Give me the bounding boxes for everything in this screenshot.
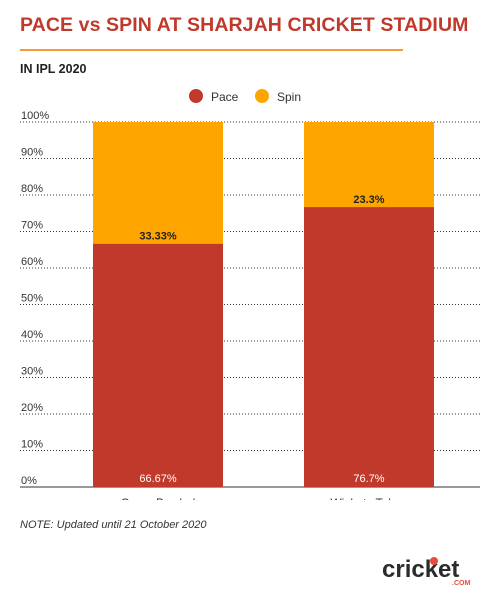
legend-label-spin: Spin <box>277 90 301 104</box>
title-underline <box>20 49 403 51</box>
y-tick-label: 30% <box>21 366 43 378</box>
bar-spin <box>304 122 434 208</box>
bar-pace <box>93 243 223 487</box>
bars-group: 66.67% 33.33% 76.7% 23.3% <box>93 122 434 488</box>
data-label-spin: 23.3% <box>353 194 384 206</box>
legend-swatch-pace <box>189 89 203 103</box>
chart-subtitle: IN IPL 2020 <box>20 62 87 76</box>
cricket-com-logo: cricket .COM <box>382 556 470 587</box>
y-tick-label: 70% <box>21 220 43 232</box>
y-tick-label: 60% <box>21 256 43 268</box>
chart-legend: Pace Spin <box>189 89 301 104</box>
stacked-bar-chart: Pace Spin 0% 10% 20% 30% 40% 50% 60% 70% 80% 90% 10… <box>20 89 480 500</box>
y-tick-label: 10% <box>21 439 43 451</box>
footnote: NOTE: Updated until 21 October 2020 <box>20 519 207 531</box>
y-tick-label: 90% <box>21 147 43 159</box>
y-tick-label: 50% <box>21 293 43 305</box>
y-tick-label: 40% <box>21 329 43 341</box>
data-label-pace: 76.7% <box>353 473 384 485</box>
bar-spin <box>93 122 223 244</box>
legend-swatch-spin <box>255 89 269 103</box>
logo-text: cricket <box>382 556 459 583</box>
bar-pace <box>304 207 434 488</box>
y-tick-label: 100% <box>21 110 49 122</box>
x-axis: Overs Bowled Wickets Taken <box>121 496 408 500</box>
legend-label-pace: Pace <box>211 90 239 104</box>
data-label-spin: 33.33% <box>139 231 177 243</box>
y-tick-label: 20% <box>21 402 43 414</box>
data-label-pace: 66.67% <box>139 473 177 485</box>
chart-title: PACE vs SPIN AT SHARJAH CRICKET STADIUM <box>20 14 469 36</box>
y-tick-label: 0% <box>21 475 37 487</box>
logo-suffix: .COM <box>452 580 470 587</box>
y-axis: 0% 10% 20% 30% 40% 50% 60% 70% 80% 90% 100% <box>21 110 49 487</box>
y-tick-label: 80% <box>21 183 43 195</box>
x-tick-label: Wickets Taken <box>330 496 407 500</box>
logo-ball-icon <box>430 557 438 565</box>
x-tick-label: Overs Bowled <box>121 496 196 500</box>
